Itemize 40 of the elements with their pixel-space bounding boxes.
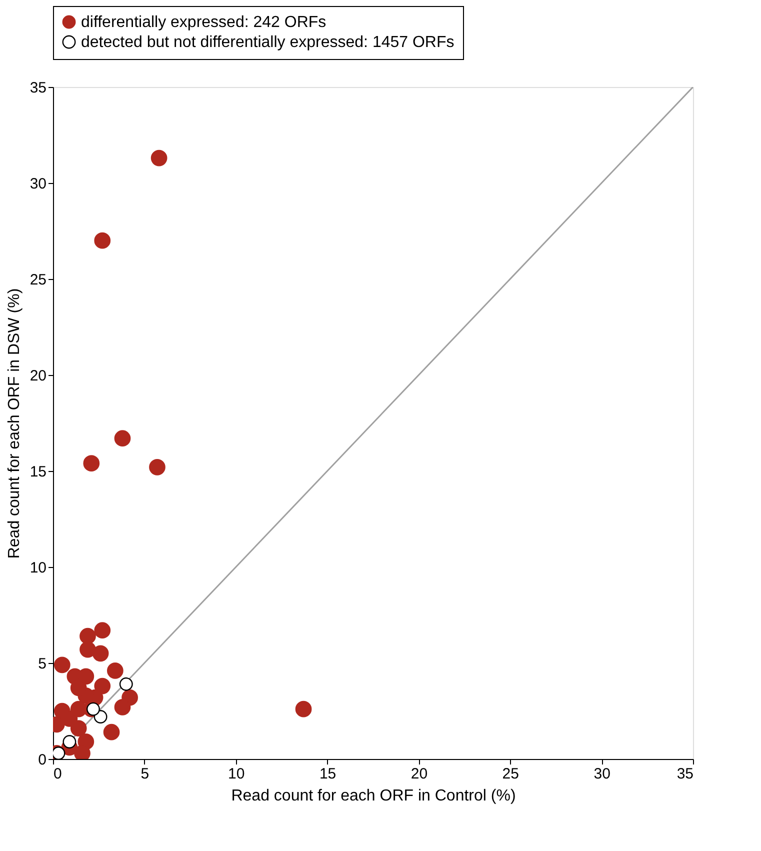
x-tick-label: 20: [410, 766, 428, 782]
y-tick-label: 20: [30, 368, 46, 384]
y-tick-label: 30: [30, 176, 46, 192]
point: [103, 724, 120, 740]
point: [119, 677, 133, 691]
point: [114, 698, 131, 716]
y-tick-label: 10: [30, 560, 46, 576]
x-tick-label: 25: [502, 766, 519, 782]
y-tick-label: 5: [38, 656, 46, 672]
point: [295, 700, 312, 718]
point: [92, 645, 109, 662]
point: [150, 150, 168, 166]
point: [94, 678, 111, 694]
x-tick-label: 0: [54, 766, 62, 782]
point: [86, 702, 100, 716]
x-tick-label: 15: [319, 766, 336, 782]
point: [62, 735, 76, 748]
x-axis-title: Read count for each ORF in Control (%): [231, 788, 516, 804]
point: [70, 720, 87, 736]
legend-label: differentially expressed: 242 ORFs: [81, 14, 326, 31]
x-tick-label: 5: [140, 766, 150, 782]
y-tick-label: 35: [30, 80, 46, 96]
point: [94, 622, 111, 639]
point: [106, 662, 124, 679]
point: [114, 430, 131, 447]
point: [94, 232, 111, 249]
x-tick-label: 10: [228, 766, 245, 782]
y-tick-label: 0: [38, 752, 46, 768]
y-axis-title: Read count for each ORF in DSW (%): [6, 288, 23, 559]
point: [80, 628, 96, 644]
point: [54, 656, 70, 674]
point: [74, 745, 90, 759]
point: [149, 458, 166, 476]
point: [80, 641, 96, 658]
x-tick-label: 30: [594, 766, 610, 782]
x-tick-label: 35: [676, 766, 694, 782]
y-tick-label: 15: [30, 464, 46, 480]
point: [83, 455, 100, 472]
legend-label: detected but not differentially expressed: 1457 ORFs: [81, 34, 454, 51]
y-tick-label: 25: [30, 272, 46, 288]
